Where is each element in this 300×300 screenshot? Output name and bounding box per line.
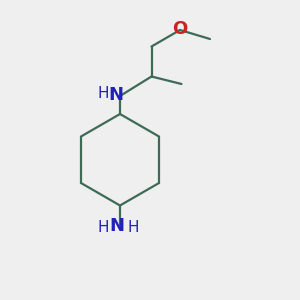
Text: H: H [98,86,109,101]
Text: H: H [128,220,139,235]
Text: N: N [110,217,124,235]
Text: O: O [172,20,188,38]
Text: N: N [108,86,123,104]
Text: H: H [98,220,109,235]
